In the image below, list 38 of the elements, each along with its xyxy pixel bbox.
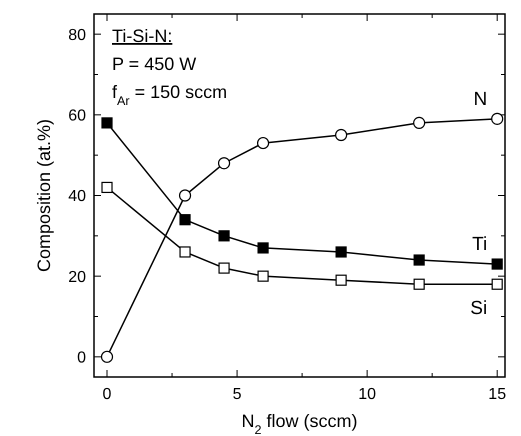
point — [492, 258, 503, 270]
y-tick-label: 0 — [77, 349, 86, 366]
point — [218, 157, 230, 170]
point — [178, 189, 192, 202]
point — [336, 246, 347, 258]
annotation: f$_{Ar}$ = 150 sccm — [112, 82, 228, 108]
y-tick-label: 20 — [68, 268, 86, 286]
x-tick-label: 15 — [488, 386, 506, 403]
point — [179, 214, 191, 226]
point — [413, 116, 426, 129]
point — [257, 242, 269, 254]
y-axis-title: Composition (at.%) — [34, 118, 54, 272]
x-axis-title: N$_{2}$ flow (sccm) — [241, 411, 358, 436]
point — [492, 278, 503, 290]
point — [257, 270, 269, 282]
point — [218, 262, 230, 274]
legend-label: Si — [470, 298, 488, 320]
point — [414, 254, 425, 266]
point — [336, 274, 347, 286]
point — [218, 230, 230, 242]
point — [101, 182, 113, 194]
point — [256, 136, 270, 150]
legend-label: Ti — [472, 234, 488, 256]
legend-label: N — [473, 88, 488, 110]
y-tick-label: 80 — [68, 26, 86, 44]
point — [101, 117, 113, 128]
point — [179, 246, 191, 258]
x-tick-label: 10 — [358, 386, 376, 403]
point — [335, 128, 348, 142]
annotation: Ti-Si-N: — [112, 26, 172, 46]
point — [491, 112, 504, 125]
annotation: P = 450 W — [112, 54, 196, 74]
x-tick-label: 0 — [102, 386, 112, 403]
point — [100, 350, 114, 363]
x-tick-label: 5 — [232, 386, 242, 403]
y-tick-label: 40 — [68, 188, 86, 206]
point — [414, 278, 425, 290]
y-tick-label: 60 — [68, 107, 86, 124]
